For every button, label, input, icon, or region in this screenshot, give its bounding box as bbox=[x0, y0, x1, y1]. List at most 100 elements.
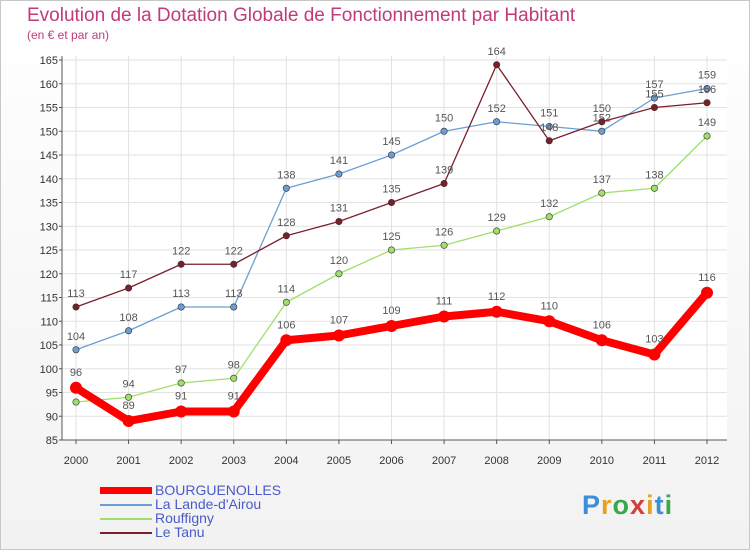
data-label-3: 122 bbox=[225, 245, 243, 257]
legend-label: La Lande-d'Airou bbox=[155, 496, 262, 512]
series-point-2 bbox=[598, 189, 606, 197]
series-point-1 bbox=[335, 170, 343, 178]
data-label-3: 148 bbox=[540, 122, 558, 134]
series-point-1 bbox=[387, 151, 395, 159]
series-point-1 bbox=[72, 346, 80, 354]
series-point-3 bbox=[282, 232, 290, 240]
x-tick-label: 2009 bbox=[537, 455, 561, 467]
series-point-0 bbox=[543, 315, 556, 328]
series-point-1 bbox=[230, 303, 238, 311]
y-tick-label: 105 bbox=[40, 340, 58, 352]
data-label-0: 91 bbox=[175, 391, 187, 403]
series-point-1 bbox=[703, 85, 711, 93]
logo-letter: i bbox=[646, 490, 655, 520]
series-point-3 bbox=[650, 104, 658, 112]
legend-label: Rouffigny bbox=[155, 510, 214, 526]
y-tick-label: 85 bbox=[46, 435, 58, 447]
series-point-2 bbox=[545, 213, 553, 221]
series-point-0 bbox=[332, 329, 345, 342]
series-point-2 bbox=[493, 227, 501, 235]
data-label-1: 138 bbox=[277, 169, 295, 181]
data-label-3: 156 bbox=[698, 84, 716, 96]
data-label-0: 110 bbox=[540, 300, 558, 312]
y-tick-label: 115 bbox=[40, 293, 58, 305]
y-tick-label: 135 bbox=[40, 198, 58, 210]
series-point-3 bbox=[387, 199, 395, 207]
series-point-1 bbox=[177, 303, 185, 311]
data-label-1: 157 bbox=[645, 79, 663, 91]
series-point-2 bbox=[72, 398, 80, 406]
series-point-2 bbox=[282, 298, 290, 306]
data-label-0: 111 bbox=[436, 296, 453, 308]
data-label-3: 139 bbox=[435, 165, 453, 177]
data-label-3: 164 bbox=[487, 46, 505, 58]
y-tick-label: 125 bbox=[40, 245, 58, 257]
x-tick-label: 2010 bbox=[590, 455, 614, 467]
data-label-3: 117 bbox=[120, 269, 138, 281]
series-point-0 bbox=[122, 415, 135, 427]
data-label-0: 89 bbox=[122, 400, 134, 412]
logo-letter: P bbox=[582, 490, 602, 520]
series-point-3 bbox=[335, 218, 343, 226]
data-label-2: 138 bbox=[645, 169, 663, 181]
series-point-3 bbox=[125, 284, 133, 292]
x-tick-label: 2003 bbox=[222, 455, 246, 467]
logo-letter: t bbox=[654, 490, 665, 520]
legend-label: Le Tanu bbox=[155, 524, 205, 540]
x-tick-label: 2005 bbox=[327, 455, 351, 467]
series-point-0 bbox=[70, 381, 82, 394]
y-tick-label: 110 bbox=[40, 316, 58, 328]
y-tick-label: 130 bbox=[40, 221, 58, 233]
series-point-0 bbox=[175, 405, 188, 418]
series-point-3 bbox=[177, 260, 185, 268]
data-label-3: 135 bbox=[382, 184, 400, 196]
series-point-2 bbox=[703, 132, 711, 140]
logo-letter: x bbox=[630, 490, 647, 520]
legend-swatch bbox=[100, 532, 152, 534]
data-label-2: 129 bbox=[487, 212, 505, 224]
data-label-1: 141 bbox=[330, 155, 348, 167]
logo-letter: i bbox=[664, 490, 674, 520]
y-tick-label: 140 bbox=[40, 174, 58, 186]
series-point-0 bbox=[280, 334, 293, 347]
series-point-3 bbox=[72, 303, 80, 311]
y-tick-label: 145 bbox=[40, 150, 58, 162]
y-tick-label: 165 bbox=[40, 55, 58, 67]
series-point-2 bbox=[177, 379, 185, 387]
x-tick-label: 2007 bbox=[432, 455, 456, 467]
series-point-0 bbox=[595, 334, 608, 347]
series-point-2 bbox=[440, 241, 448, 249]
series-point-3 bbox=[230, 260, 238, 268]
series-point-1 bbox=[545, 123, 553, 131]
legend-swatch bbox=[100, 518, 152, 520]
series-point-3 bbox=[598, 118, 606, 126]
data-label-3: 113 bbox=[67, 288, 85, 300]
series-point-2 bbox=[125, 393, 133, 401]
data-label-0: 107 bbox=[330, 315, 348, 327]
series-point-2 bbox=[387, 246, 395, 254]
x-tick-label: 2011 bbox=[643, 455, 667, 467]
data-label-3: 155 bbox=[645, 89, 663, 101]
data-label-3: 122 bbox=[172, 245, 190, 257]
data-label-1: 145 bbox=[382, 136, 400, 148]
series-point-1 bbox=[125, 327, 133, 335]
x-tick-label: 2002 bbox=[169, 455, 193, 467]
x-tick-label: 2000 bbox=[64, 455, 88, 467]
data-label-1: 113 bbox=[225, 288, 243, 300]
plot-area bbox=[62, 56, 727, 440]
y-tick-label: 120 bbox=[40, 269, 58, 281]
data-label-1: 151 bbox=[540, 108, 558, 120]
chart-title: Evolution de la Dotation Globale de Fonc… bbox=[27, 5, 576, 26]
legend-swatch bbox=[100, 504, 152, 506]
series-point-0 bbox=[701, 286, 713, 299]
y-tick-label: 100 bbox=[40, 364, 58, 376]
data-label-0: 112 bbox=[488, 291, 506, 303]
series-point-2 bbox=[230, 374, 238, 382]
y-tick-label: 90 bbox=[46, 411, 58, 423]
proxiti-logo: Proxiti bbox=[582, 490, 673, 521]
data-label-1: 108 bbox=[119, 312, 137, 324]
y-tick-label: 155 bbox=[40, 103, 58, 115]
y-tick-label: 150 bbox=[40, 126, 58, 138]
data-label-0: 103 bbox=[645, 334, 663, 346]
